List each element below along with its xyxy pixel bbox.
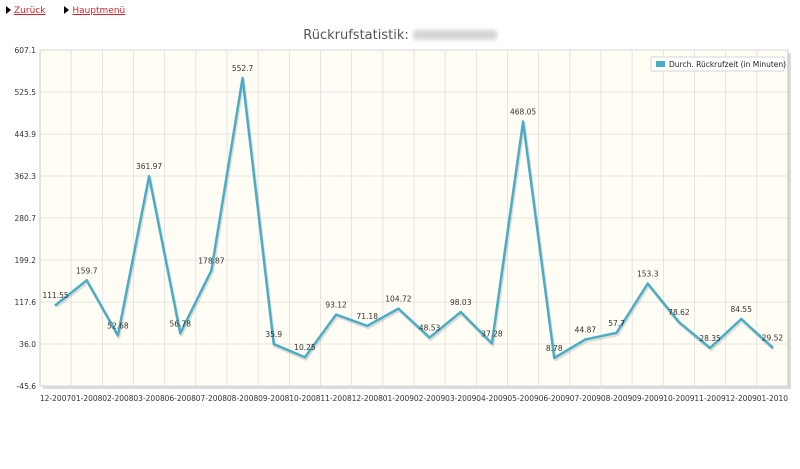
x-tick-label: 01-2008 bbox=[71, 394, 103, 403]
data-point bbox=[116, 334, 120, 337]
main-menu-link[interactable]: Hauptmenü bbox=[72, 6, 126, 16]
x-tick-label: 11-2008 bbox=[320, 394, 352, 403]
data-label: 159.7 bbox=[76, 266, 98, 275]
data-point bbox=[740, 317, 743, 321]
data-point bbox=[397, 307, 400, 310]
data-label: 78.62 bbox=[668, 308, 690, 317]
data-label: 35.9 bbox=[265, 330, 282, 339]
data-label: 57.7 bbox=[608, 319, 625, 328]
data-point bbox=[241, 76, 244, 80]
legend-swatch bbox=[656, 61, 665, 67]
data-point bbox=[303, 356, 307, 359]
data-point bbox=[584, 338, 587, 341]
x-tick-label: 10-2009 bbox=[663, 394, 695, 403]
top-navigation: Zurück Hauptmenü bbox=[6, 6, 141, 20]
data-point bbox=[210, 269, 213, 272]
data-label: 10.25 bbox=[294, 343, 316, 352]
x-tick-label: 08-2009 bbox=[601, 394, 633, 403]
legend-box bbox=[650, 56, 785, 72]
back-arrow-icon bbox=[6, 6, 11, 14]
data-label: 8.78 bbox=[546, 344, 563, 353]
x-tick-label: 03-2008 bbox=[133, 394, 165, 403]
x-tick-label: 09-2008 bbox=[258, 394, 290, 403]
x-tick-label: 06-2009 bbox=[539, 394, 571, 403]
y-tick-label: 362.3 bbox=[15, 172, 37, 181]
data-point bbox=[615, 331, 618, 335]
x-tick-label: 06-2008 bbox=[165, 394, 197, 403]
data-point bbox=[85, 279, 88, 282]
y-tick-label: 607.1 bbox=[15, 46, 37, 55]
redacted-name bbox=[412, 30, 497, 40]
x-tick-label: 10-2008 bbox=[289, 394, 321, 403]
y-tick-label: -45.6 bbox=[17, 382, 37, 391]
data-label: 361.97 bbox=[136, 162, 162, 171]
data-label: 93.12 bbox=[325, 301, 347, 310]
data-point bbox=[334, 313, 338, 316]
data-point bbox=[708, 346, 712, 350]
series-line bbox=[54, 76, 774, 360]
chart-title: Rückrufstatistik: bbox=[303, 28, 409, 43]
data-label: 37.28 bbox=[481, 329, 503, 338]
chart-title-container: Rückrufstatistik: bbox=[0, 28, 800, 43]
x-tick-label: 12-2008 bbox=[352, 394, 384, 403]
main-menu-arrow-icon bbox=[64, 6, 70, 14]
y-tick-label: 525.5 bbox=[15, 88, 37, 97]
data-label: 552.7 bbox=[232, 64, 254, 73]
data-label: 44.87 bbox=[575, 325, 597, 334]
data-label: 104.72 bbox=[385, 295, 411, 304]
data-point bbox=[179, 332, 182, 335]
back-link[interactable]: Zurück bbox=[14, 6, 46, 16]
data-label: 71.18 bbox=[357, 312, 379, 321]
data-label: 153.3 bbox=[637, 270, 659, 279]
data-label: 52.68 bbox=[107, 321, 129, 330]
data-point bbox=[771, 346, 774, 349]
data-label: 28.35 bbox=[699, 334, 721, 343]
data-point bbox=[272, 342, 275, 346]
y-tick-label: 36.0 bbox=[19, 340, 36, 349]
y-tick-label: 280.7 bbox=[15, 214, 37, 223]
x-tick-label: 03-2009 bbox=[445, 394, 477, 403]
data-label: 111.55 bbox=[42, 291, 68, 300]
legend: Durch. Rückrufzeit (in Minuten) bbox=[650, 56, 786, 72]
data-point bbox=[428, 336, 431, 339]
data-point bbox=[490, 342, 494, 345]
data-label: 29.52 bbox=[762, 333, 784, 342]
data-label: 48.53 bbox=[419, 324, 441, 333]
y-tick-label: 199.2 bbox=[15, 256, 37, 265]
x-tick-label: 11-2009 bbox=[694, 394, 726, 403]
data-point bbox=[147, 174, 151, 178]
x-tick-label: 05-2009 bbox=[507, 394, 539, 403]
y-tick-label: 443.9 bbox=[15, 130, 37, 139]
x-tick-label: 07-2009 bbox=[570, 394, 602, 403]
data-label: 84.55 bbox=[731, 305, 753, 314]
x-tick-label: 02-2008 bbox=[102, 394, 134, 403]
x-tick-label: 12-2007 bbox=[40, 394, 72, 403]
x-tick-label: 12-2009 bbox=[726, 394, 758, 403]
data-point bbox=[677, 320, 681, 324]
x-tick-label: 09-2009 bbox=[632, 394, 664, 403]
data-point bbox=[553, 356, 556, 360]
data-label: 178.87 bbox=[198, 256, 224, 265]
x-tick-label: 01-2009 bbox=[383, 394, 415, 403]
data-point bbox=[54, 303, 57, 307]
y-tick-label: 117.6 bbox=[15, 298, 37, 307]
x-tick-label: 01-2010 bbox=[757, 394, 789, 403]
x-tick-label: 08-2008 bbox=[227, 394, 259, 403]
data-point bbox=[459, 310, 462, 314]
legend-label: Durch. Rückrufzeit (in Minuten) bbox=[669, 60, 786, 69]
x-tick-label: 04-2009 bbox=[476, 394, 508, 403]
data-point bbox=[521, 120, 525, 123]
data-point bbox=[646, 282, 649, 285]
data-label: 98.03 bbox=[450, 298, 472, 307]
x-tick-label: 02-2009 bbox=[414, 394, 446, 403]
data-point bbox=[366, 324, 369, 328]
data-label: 56.78 bbox=[170, 319, 192, 328]
x-tick-label: 07-2008 bbox=[196, 394, 228, 403]
data-label: 468.05 bbox=[510, 108, 536, 117]
